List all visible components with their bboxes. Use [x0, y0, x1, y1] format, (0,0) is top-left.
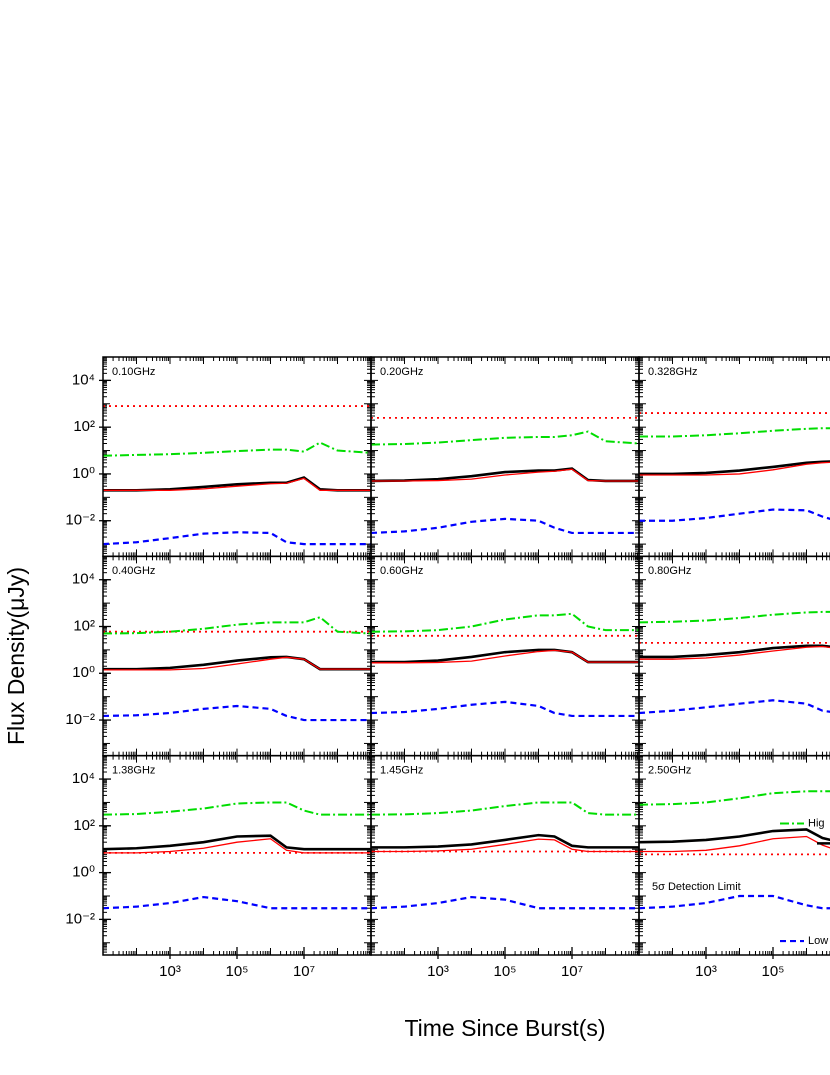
series-line — [103, 838, 371, 854]
panel-frame — [102, 754, 372, 956]
series-line — [371, 700, 639, 718]
y-axis-title: Flux Density(μJy) — [3, 567, 29, 745]
series-line — [639, 460, 830, 476]
plot-area — [103, 405, 371, 546]
plot-area — [371, 416, 639, 535]
plot-area — [103, 616, 371, 722]
panel-frame — [370, 356, 640, 558]
series-line — [103, 834, 371, 851]
series-line — [103, 616, 371, 635]
panel-label: 0.328GHz — [648, 366, 698, 378]
series-line — [639, 835, 830, 853]
y-tick-label: 10⁰ — [72, 864, 95, 881]
series-line — [103, 895, 371, 910]
plot-area — [639, 610, 830, 715]
y-tick-label: 10² — [73, 817, 95, 834]
x-tick-label: 10³ — [427, 963, 449, 980]
plot-area — [639, 790, 830, 910]
panel-frame — [102, 356, 372, 558]
x-tick-label: 10⁷ — [293, 963, 315, 980]
series-line — [371, 468, 639, 482]
panel-label: 1.45GHz — [380, 765, 423, 777]
y-tick-label: 10² — [73, 617, 95, 634]
panel: 10⁴ 10² 10⁰ 10⁻² 0.10GHz — [65, 356, 372, 558]
series-line — [639, 894, 830, 910]
panel: 0.328GHz — [638, 356, 830, 558]
panel: 0.80GHz — [638, 555, 830, 757]
panel: 10⁴ 10² 10⁰ 10⁻² 0.40GHz — [65, 555, 372, 757]
y-tick-label: 10⁰ — [72, 664, 95, 681]
panel: 0.20GHz — [370, 356, 640, 558]
series-line — [103, 477, 371, 491]
series-line — [103, 655, 371, 671]
panel: 10³ 10⁵ 10⁷ 2.50GHz Hig Low 5σ Detection Limit — [638, 754, 830, 980]
series-line — [371, 833, 639, 849]
y-tick-label: 10⁻² — [65, 910, 95, 927]
panel-frame — [102, 555, 372, 757]
series-line — [639, 610, 830, 624]
legend-label: Hig — [808, 817, 825, 829]
y-tick-label: 10² — [73, 418, 95, 435]
series-line — [639, 790, 830, 806]
plot-area — [371, 612, 639, 718]
x-tick-label: 10⁷ — [829, 963, 830, 980]
series-line — [639, 699, 830, 715]
panel-frame — [638, 356, 830, 558]
panel-label: 2.50GHz — [648, 765, 691, 777]
series-line — [103, 801, 371, 816]
panel-label: 0.10GHz — [112, 366, 155, 378]
series-line — [371, 649, 639, 664]
series-line — [103, 704, 371, 722]
series-line — [639, 644, 830, 659]
legend-label: 5σ Detection Limit — [652, 881, 741, 893]
y-tick-label: 10⁻² — [65, 711, 95, 728]
panel: 10⁴ 10² 10⁰ 10⁻² 10³ 10⁵ 10⁷ 1.38GHz — [65, 754, 372, 980]
x-tick-label: 10³ — [159, 963, 181, 980]
plot-area — [639, 412, 830, 522]
series-line — [371, 838, 639, 853]
plot-area — [371, 801, 639, 910]
series-line — [103, 656, 371, 671]
x-axis-title: Time Since Burst(s) — [404, 1015, 605, 1041]
panel: 10³ 10⁵ 10⁷ 1.45GHz — [370, 754, 640, 980]
panel-frame — [370, 754, 640, 956]
y-tick-label: 10⁴ — [72, 371, 95, 388]
panel-label: 1.38GHz — [112, 765, 155, 777]
series-line — [639, 645, 830, 660]
series-line — [371, 612, 639, 633]
panel-frame — [638, 754, 830, 956]
panel-label: 0.20GHz — [380, 366, 423, 378]
x-tick-label: 10⁵ — [226, 963, 249, 980]
x-tick-label: 10⁷ — [561, 963, 583, 980]
panel-label: 0.60GHz — [380, 565, 423, 577]
series-line — [103, 441, 371, 457]
x-tick-label: 10⁵ — [762, 963, 785, 980]
y-tick-label: 10⁰ — [72, 465, 95, 482]
series-line — [371, 895, 639, 910]
panel-label: 0.80GHz — [648, 565, 691, 577]
series-line — [639, 508, 830, 522]
plot-area — [103, 801, 371, 910]
panel-label: 0.40GHz — [112, 565, 155, 577]
y-tick-label: 10⁴ — [72, 770, 95, 787]
series-line — [371, 517, 639, 535]
series-line — [639, 461, 830, 476]
series-line — [639, 828, 830, 844]
series-line — [639, 427, 830, 438]
y-tick-label: 10⁻² — [65, 512, 95, 529]
legend-label: Low — [808, 935, 828, 947]
series-line — [371, 801, 639, 816]
series-line — [103, 531, 371, 546]
y-tick-label: 10⁴ — [72, 571, 95, 588]
series-line — [103, 476, 371, 492]
x-tick-label: 10³ — [695, 963, 717, 980]
series-line — [371, 430, 639, 446]
x-tick-label: 10⁵ — [494, 963, 517, 980]
panel: 0.60GHz — [370, 555, 640, 757]
